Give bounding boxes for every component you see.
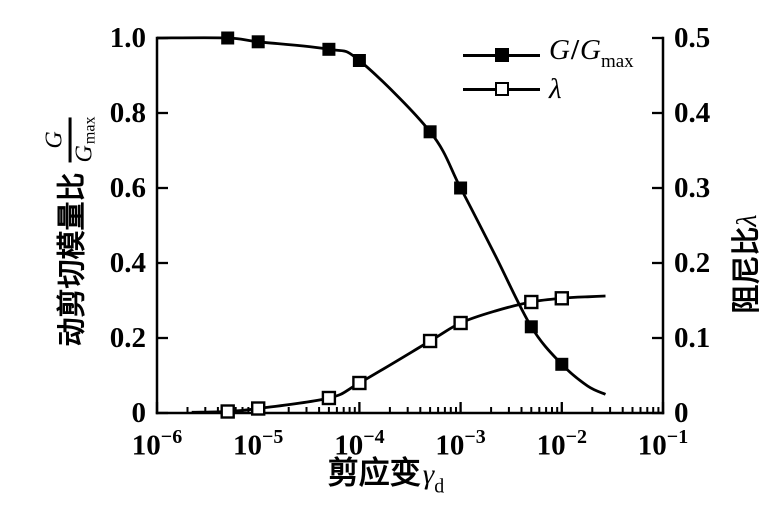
y-left-tick-label: 0.4 — [109, 247, 146, 279]
data-marker-filled-square — [221, 31, 235, 45]
legend-line-solid — [463, 82, 540, 96]
data-marker-filled-square — [423, 125, 437, 139]
x-tick-label: 10−1 — [637, 426, 689, 462]
y-axis-left-label: 动剪切模量比 G Gmax — [41, 117, 99, 347]
data-marker-open-square — [321, 390, 337, 406]
data-marker-open-square — [422, 333, 438, 349]
x-tick-label: 10−6 — [131, 426, 183, 462]
y-right-tick-label: 0.2 — [674, 247, 711, 279]
data-marker-filled-square — [352, 54, 366, 67]
y-right-tick-label: 0 — [674, 397, 689, 429]
curve-lambda — [191, 294, 606, 414]
legend-label-lambda: λ — [549, 73, 562, 105]
legend-label-g-gmax: G/Gmax — [549, 33, 634, 73]
y-left-tick-label: 0.8 — [109, 97, 146, 129]
x-label-subscript: d — [434, 475, 445, 498]
legend-item-g-gmax: G/Gmax — [463, 34, 634, 72]
data-marker-open-square — [220, 404, 235, 419]
y-right-tick-label: 0.5 — [674, 22, 711, 54]
data-marker-open-square — [524, 294, 539, 310]
x-label-text: 剪应变 — [327, 455, 421, 491]
y-left-tick-label: 0.2 — [109, 322, 146, 354]
y-right-tick-label: 0.1 — [674, 322, 711, 354]
data-marker-filled-square — [524, 320, 538, 334]
y-right-tick-label: 0.3 — [674, 172, 711, 204]
data-marker-filled-square — [322, 42, 336, 56]
data-marker-open-square — [453, 315, 468, 331]
legend: G/Gmax λ — [463, 34, 634, 106]
x-axis-label: 剪应变γd — [327, 447, 445, 498]
y-right-label-symbol: λ — [732, 214, 763, 227]
data-marker-filled-square — [555, 357, 569, 371]
data-marker-open-square — [250, 401, 266, 416]
legend-line-solid — [463, 48, 540, 62]
y-left-tick-label: 1.0 — [109, 22, 146, 54]
x-tick-label: 10−5 — [232, 426, 284, 462]
data-marker-filled-square — [454, 181, 468, 195]
open-square-marker-icon — [494, 82, 509, 96]
x-tick-label: 10−3 — [435, 426, 486, 462]
y-right-tick-label: 0.4 — [674, 97, 711, 129]
data-marker-open-square — [352, 375, 367, 391]
filled-square-marker-icon — [494, 48, 509, 62]
fraction-numerator: G — [41, 131, 68, 149]
y-left-tick-label: 0.6 — [109, 172, 146, 204]
y-left-tick-label: 0 — [131, 397, 147, 429]
x-tick-label: 10−4 — [334, 426, 385, 462]
data-marker-open-square — [554, 291, 569, 306]
fraction-denominator: G — [71, 145, 98, 163]
data-marker-filled-square — [251, 35, 265, 49]
x-label-symbol: γ — [422, 458, 435, 491]
legend-item-lambda: λ — [463, 72, 634, 106]
x-tick-label: 10−2 — [536, 426, 587, 462]
